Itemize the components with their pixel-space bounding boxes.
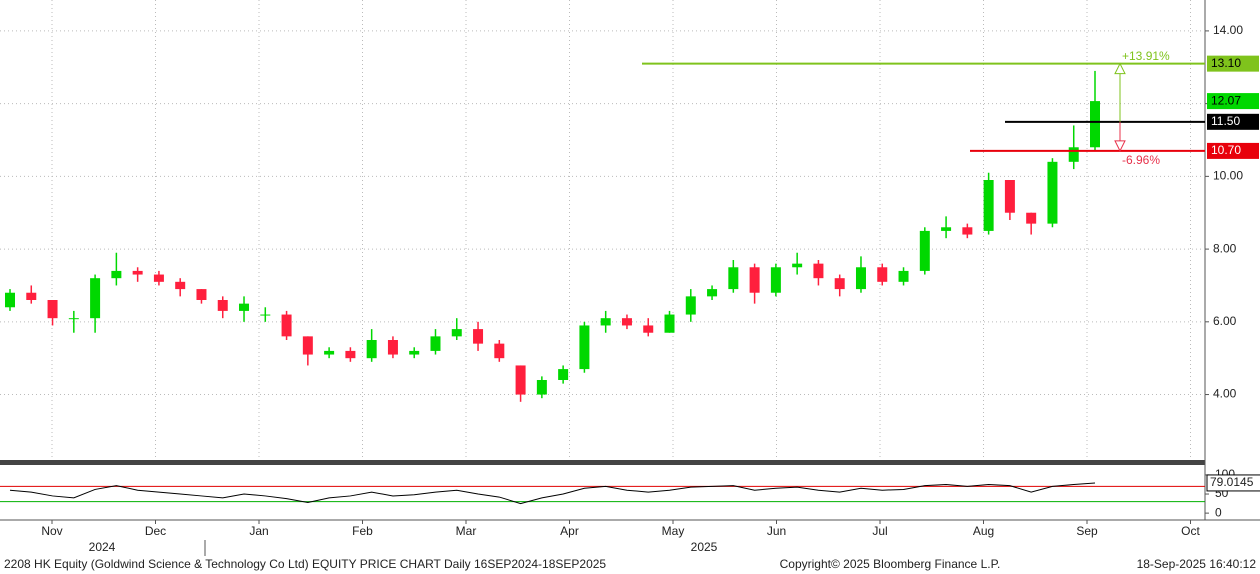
arrow-head [1114,140,1126,153]
rsi-line [9,482,1096,505]
candle-body [792,263,803,268]
candle-body [643,325,654,333]
level-box [1207,113,1259,130]
candle-body [239,303,250,311]
x-tick-label: Jun [767,524,786,538]
candle-body [1026,212,1037,224]
candle-body [153,274,164,282]
candle-body [770,267,781,293]
candle-body [579,325,590,370]
x-tick-label: Mar [456,524,477,538]
candle-body [621,318,632,326]
x-tick-label: Jan [249,524,268,538]
rsi-tick-label: 0 [1215,505,1222,519]
rsi-last-label: 79.0145 [1210,475,1254,489]
candle-body [898,270,909,282]
y-tick-label: 8.00 [1213,241,1237,255]
candle-body [132,270,143,275]
candle-body [281,314,292,337]
candle-body [515,365,526,395]
level-label: 10.70 [1211,143,1241,157]
candle-body [1068,147,1079,162]
chart-title: 2208 HK Equity (Goldwind Science & Techn… [4,557,606,571]
year-label: 2025 [691,540,718,554]
x-tick-label: Nov [41,524,62,538]
copyright: Copyright© 2025 Bloomberg Finance L.P. [780,557,1001,571]
candle-body [983,180,994,231]
candle-body [536,380,547,395]
annotation: +13.91% [1122,49,1170,63]
level-box [1207,55,1259,72]
x-tick-label: Jul [872,524,887,538]
y-tick-label: 4.00 [1213,387,1237,401]
candle-body [260,314,271,316]
candle-body [345,350,356,359]
timestamp: 18-Sep-2025 16:40:12 [1137,557,1257,571]
candle-body [685,296,696,315]
candle-body [90,278,101,319]
last-price-box [1207,93,1259,110]
level-box [1207,142,1259,159]
candle-body [430,336,441,351]
candle-body [749,267,760,293]
annotation: -6.96% [1122,153,1160,167]
candle-body [324,350,335,355]
x-tick-label: Aug [973,524,994,538]
candle-body [664,314,675,333]
x-tick-label: May [662,524,685,538]
x-tick-label: Sep [1076,524,1098,538]
year-label: 2024 [89,540,116,554]
candle-body [409,350,420,355]
candle-body [473,329,484,344]
candle-body [111,270,122,279]
last-price-label: 12.07 [1211,93,1241,107]
x-tick-label: Oct [1181,524,1200,538]
arrow-head [1114,62,1126,75]
candle-body [26,292,37,300]
level-label: 13.10 [1211,56,1241,70]
candle-body [1004,180,1015,213]
candle-body [68,318,79,320]
candle-body [47,300,58,319]
rsi-last-box [1206,474,1260,492]
y-tick-label: 14.00 [1213,23,1243,37]
candle-body [728,267,739,290]
candle-body [855,267,866,290]
candle-body [941,227,952,231]
candle-body [5,292,15,308]
candle-body [387,340,398,355]
panel-divider [0,460,1205,465]
candle-body [877,267,888,282]
x-tick-label: Dec [145,524,166,538]
candle-body [834,278,845,290]
candle-body [813,263,824,279]
candle-body [302,336,313,355]
candle-body [366,340,377,359]
candle-body [707,289,718,297]
candle-body [175,281,186,290]
y-tick-label: 10.00 [1213,169,1243,183]
candle-body [1090,101,1100,148]
candle-body [558,369,569,380]
candle-body [962,227,973,235]
candle-body [494,343,505,359]
y-tick-label: 6.00 [1213,314,1237,328]
x-tick-label: Apr [560,524,579,538]
level-label: 11.50 [1211,114,1240,128]
candle-body [919,230,930,271]
candle-body [196,289,207,300]
x-tick-label: Feb [352,524,373,538]
candle-body [451,329,462,337]
candle-body [217,300,228,311]
candle-body [1047,161,1058,224]
candle-body [600,318,611,326]
